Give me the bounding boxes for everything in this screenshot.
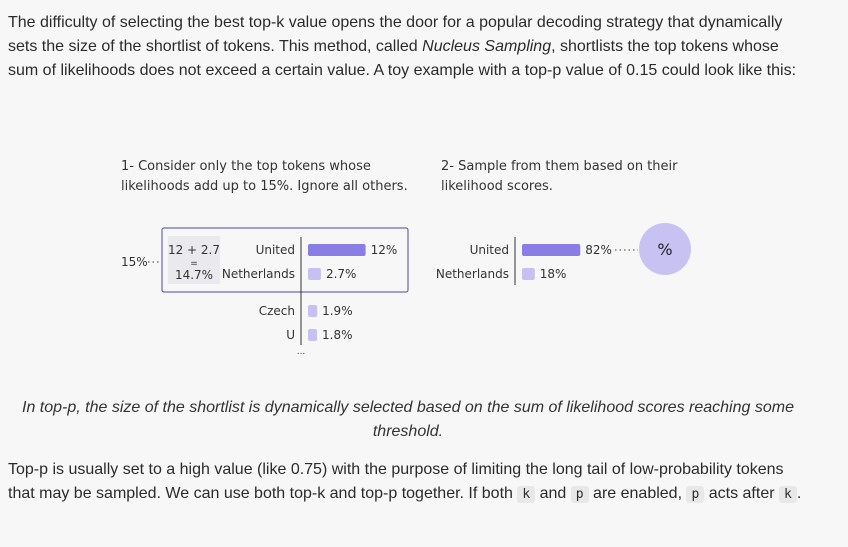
s1-token-label: Netherlands (222, 267, 295, 281)
s2-value-label: 18% (540, 267, 567, 281)
intro-text-1: The difficulty of selecting the best top… (8, 14, 783, 55)
s1-value-label: 12% (371, 243, 398, 257)
outro-text-4: acts after (704, 485, 779, 502)
s1-value-label: 1.8% (322, 328, 353, 342)
sum-result: 14.7% (175, 268, 213, 282)
s2-value-label: 82% (585, 243, 612, 257)
sum-equals: = (190, 259, 198, 269)
code-p-2: p (686, 486, 705, 503)
ellipsis: ... (297, 347, 306, 357)
code-k-2: k (779, 486, 797, 503)
s1-bar (308, 329, 317, 341)
sample-circle (639, 223, 691, 275)
s1-token-label: United (256, 243, 295, 257)
outro-text-1: Top-p is usually set to a high value (li… (8, 461, 784, 502)
sum-formula: 12 + 2.7 (168, 243, 220, 257)
threshold-label: 15% (121, 255, 148, 269)
outro-paragraph: Top-p is usually set to a high value (li… (8, 458, 808, 507)
s2-bar (522, 268, 535, 280)
step1-line2: likelihoods add up to 15%. Ignore all ot… (121, 179, 408, 194)
s1-bar (308, 244, 366, 256)
code-k: k (517, 486, 536, 503)
intro-paragraph: The difficulty of selecting the best top… (8, 11, 808, 83)
sum-box (168, 236, 220, 284)
intro-text-2: , shortlists the top tokens whose sum of… (8, 38, 797, 79)
outro-text-3: are enabled, (588, 485, 687, 502)
sample-symbol: % (657, 240, 672, 259)
step2-line1: 2- Sample from them based on their (441, 159, 678, 174)
s1-value-label: 1.9% (322, 304, 353, 318)
step2-line2: likelihood scores. (441, 179, 553, 194)
nucleus-box (161, 227, 409, 293)
s2-bar (522, 244, 581, 256)
s2-token-label: Netherlands (436, 267, 509, 281)
code-p: p (570, 486, 589, 503)
s1-token-label: Czech (259, 304, 295, 318)
figure-caption: In top-p, the size of the shortlist is d… (22, 399, 794, 440)
s2-token-label: United (470, 243, 509, 257)
s1-bar (308, 268, 321, 280)
s1-token-label: U (286, 328, 295, 342)
step1-line1: 1- Consider only the top tokens whose (121, 159, 371, 174)
outro-text-5: . (796, 485, 802, 502)
s1-value-label: 2.7% (326, 267, 357, 281)
s1-bar (308, 305, 318, 317)
outro-text-2: and (535, 485, 571, 502)
intro-emphasis: Nucleus Sampling (422, 38, 552, 55)
